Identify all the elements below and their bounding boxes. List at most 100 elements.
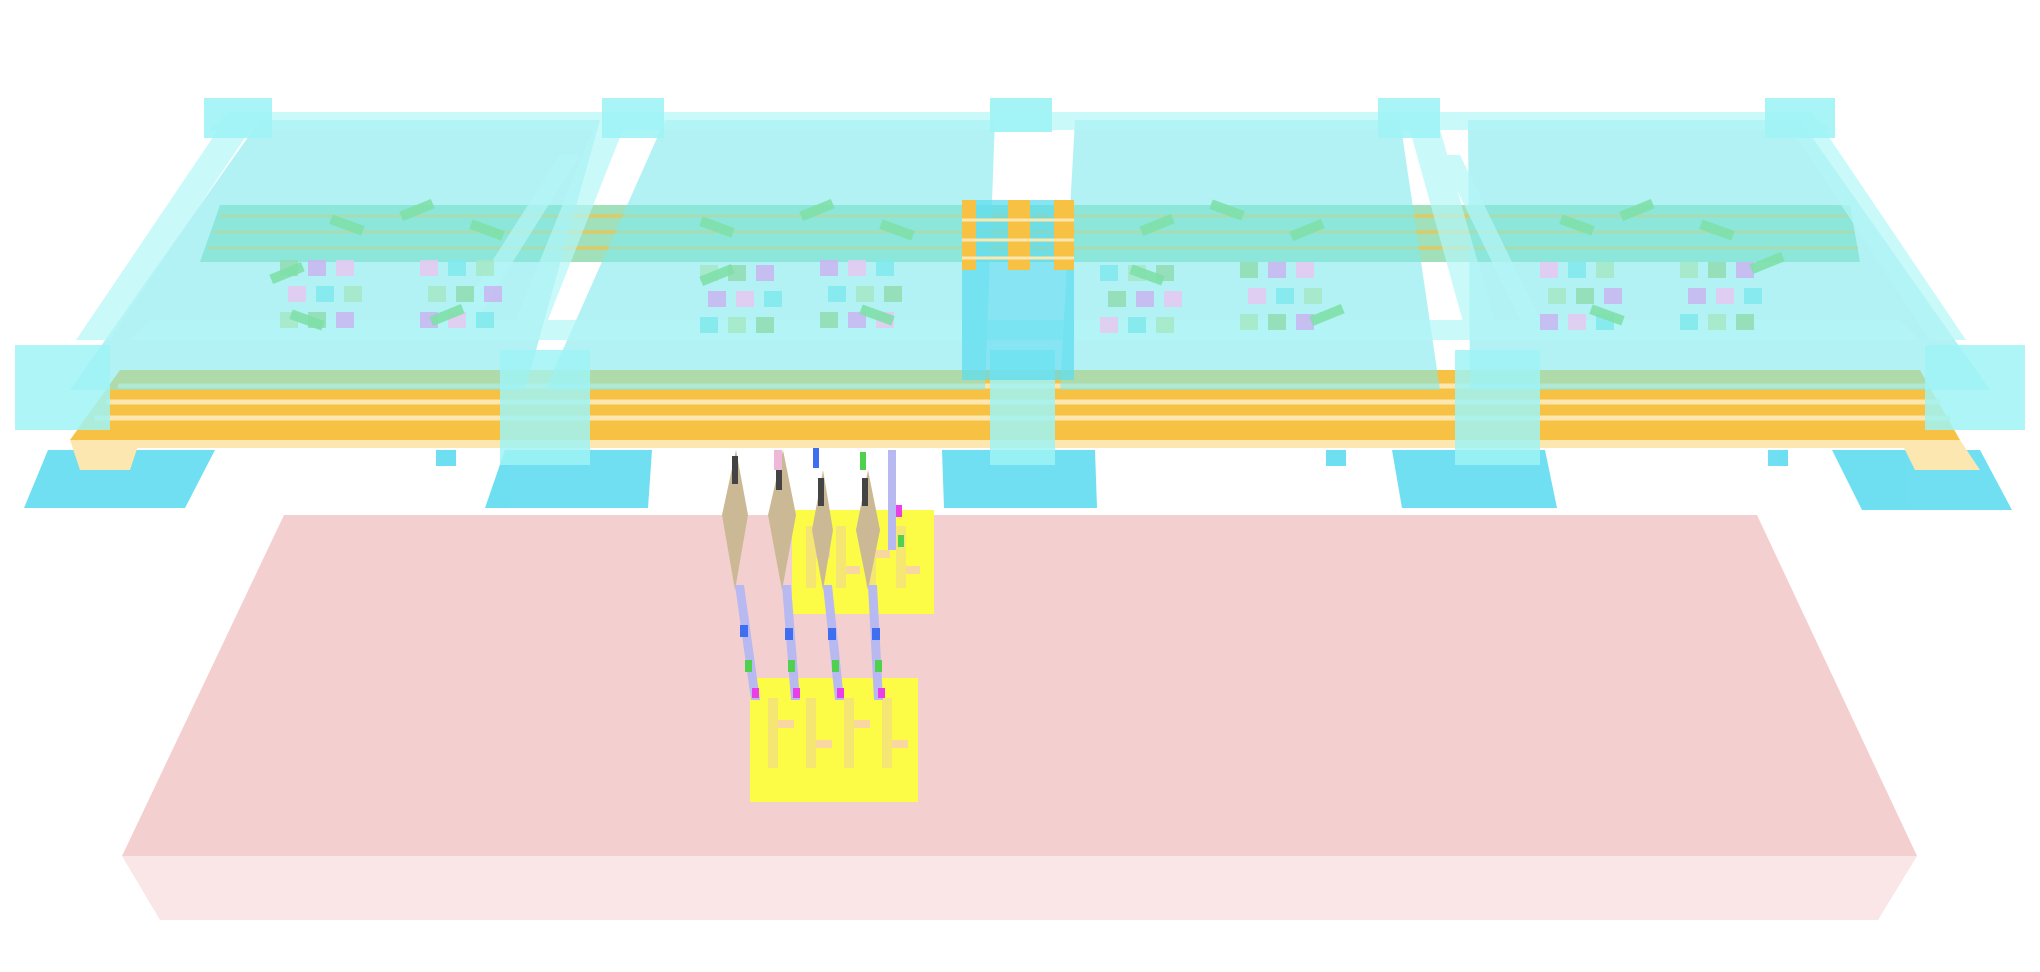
- green-bar: [879, 219, 915, 241]
- cyan-plate-3: [1060, 120, 1440, 390]
- green-bar: [269, 261, 305, 285]
- lower-yellow-block: [750, 678, 918, 802]
- wire-2-blue-dot: [785, 628, 793, 640]
- device-cube: [1576, 288, 1594, 304]
- device-cube: [700, 317, 718, 333]
- post-bottom-4: [1455, 350, 1540, 465]
- device-cube: [1268, 262, 1286, 278]
- wire-4-blue-dot: [872, 628, 880, 640]
- vertical-wires: [722, 448, 904, 700]
- post-top-2: [602, 98, 664, 138]
- wire-2-green-dot: [788, 660, 795, 672]
- device-cube: [708, 291, 726, 307]
- wire-4-dark-tip: [862, 478, 868, 506]
- post-top-5: [1765, 98, 1835, 138]
- post-top-3: [990, 98, 1052, 132]
- wire-5-magenta-dot: [896, 505, 902, 517]
- green-bar: [1289, 218, 1325, 242]
- post-top-4: [1378, 98, 1440, 138]
- device-cube: [1268, 314, 1286, 330]
- frame-inner-1: [448, 155, 580, 330]
- frame-diag-2: [508, 112, 630, 340]
- device-cube: [1136, 291, 1154, 307]
- device-cube: [1680, 314, 1698, 330]
- gold-bus-right-lip: [1900, 440, 1980, 470]
- green-bar: [1139, 213, 1175, 237]
- cyan-plate-4: [1468, 120, 1990, 390]
- wire-3-blue-top: [813, 448, 819, 468]
- device-cube: [428, 286, 446, 302]
- wire-2-lavender: [782, 585, 800, 700]
- device-cube: [1296, 262, 1314, 278]
- device-cube: [1708, 262, 1726, 278]
- green-bar: [1699, 219, 1735, 241]
- device-cube: [1540, 262, 1558, 278]
- frame-right-diag: [1780, 112, 1966, 340]
- device-cube: [856, 286, 874, 302]
- green-bar: [1129, 264, 1165, 286]
- wire-1-dark-tip: [732, 456, 738, 484]
- device-cube: [756, 265, 774, 281]
- cyan-plate-2: [545, 120, 995, 390]
- device-cube: [336, 260, 354, 276]
- device-cube: [1688, 288, 1706, 304]
- device-cube: [736, 291, 754, 307]
- device-cube: [1276, 288, 1294, 304]
- device-cube: [476, 312, 494, 328]
- green-bar: [1589, 304, 1625, 326]
- device-cube: [1716, 288, 1734, 304]
- wire-1-blue-dot: [740, 625, 748, 637]
- green-bar: [399, 198, 435, 222]
- post-bottom-1: [15, 345, 110, 430]
- green-bar: [469, 219, 505, 241]
- green-bar: [799, 198, 835, 222]
- green-bar: [329, 214, 365, 236]
- device-cube: [1248, 288, 1266, 304]
- wire-3-tan: [812, 470, 833, 590]
- green-bar: [1619, 198, 1655, 222]
- device-cube: [336, 312, 354, 328]
- device-cube: [484, 286, 502, 302]
- foot-1: [24, 450, 215, 508]
- wire-5-lavender: [888, 450, 896, 550]
- wire-2-pink-top: [774, 450, 782, 470]
- device-cube: [1540, 314, 1558, 330]
- wire-1-green-dot: [745, 660, 752, 672]
- device-cube: [1108, 291, 1126, 307]
- substrate-front-face: [122, 856, 1917, 920]
- wire-5-green-dot: [898, 535, 904, 547]
- wire-4-magenta-dot: [878, 688, 885, 698]
- wire-1-lavender: [735, 585, 760, 700]
- frame-left-diag: [76, 112, 262, 340]
- device-cube: [820, 260, 838, 276]
- device-cube: [876, 260, 894, 276]
- substrate-top-face: [122, 515, 1917, 856]
- center-connector: [962, 200, 1074, 270]
- green-bar: [1559, 214, 1595, 236]
- device-cube: [1744, 288, 1762, 304]
- green-bar: [1749, 251, 1785, 275]
- post-bottom-5: [1925, 345, 2025, 430]
- wire-2-tan: [768, 450, 796, 590]
- device-cube: [756, 317, 774, 333]
- green-bar: [859, 304, 895, 326]
- device-cube: [1736, 314, 1754, 330]
- wire-3-blue-dot: [828, 628, 836, 640]
- frame-diag-3: [1405, 112, 1500, 340]
- device-cube: [1164, 291, 1182, 307]
- small-bump-1: [436, 450, 456, 466]
- device-cube: [1100, 317, 1118, 333]
- wire-4-green-top: [860, 452, 866, 470]
- cyan-pillars: [15, 98, 2025, 465]
- device-cube: [1548, 288, 1566, 304]
- green-bars: [269, 198, 1785, 331]
- device-cube: [764, 291, 782, 307]
- device-cube: [448, 260, 466, 276]
- device-cube: [1708, 314, 1726, 330]
- wire-3-magenta-dot: [837, 688, 844, 698]
- wire-1-tan: [722, 450, 748, 590]
- wire-4-green-dot: [875, 660, 882, 672]
- device-cube: [1296, 314, 1314, 330]
- device-cube: [848, 312, 866, 328]
